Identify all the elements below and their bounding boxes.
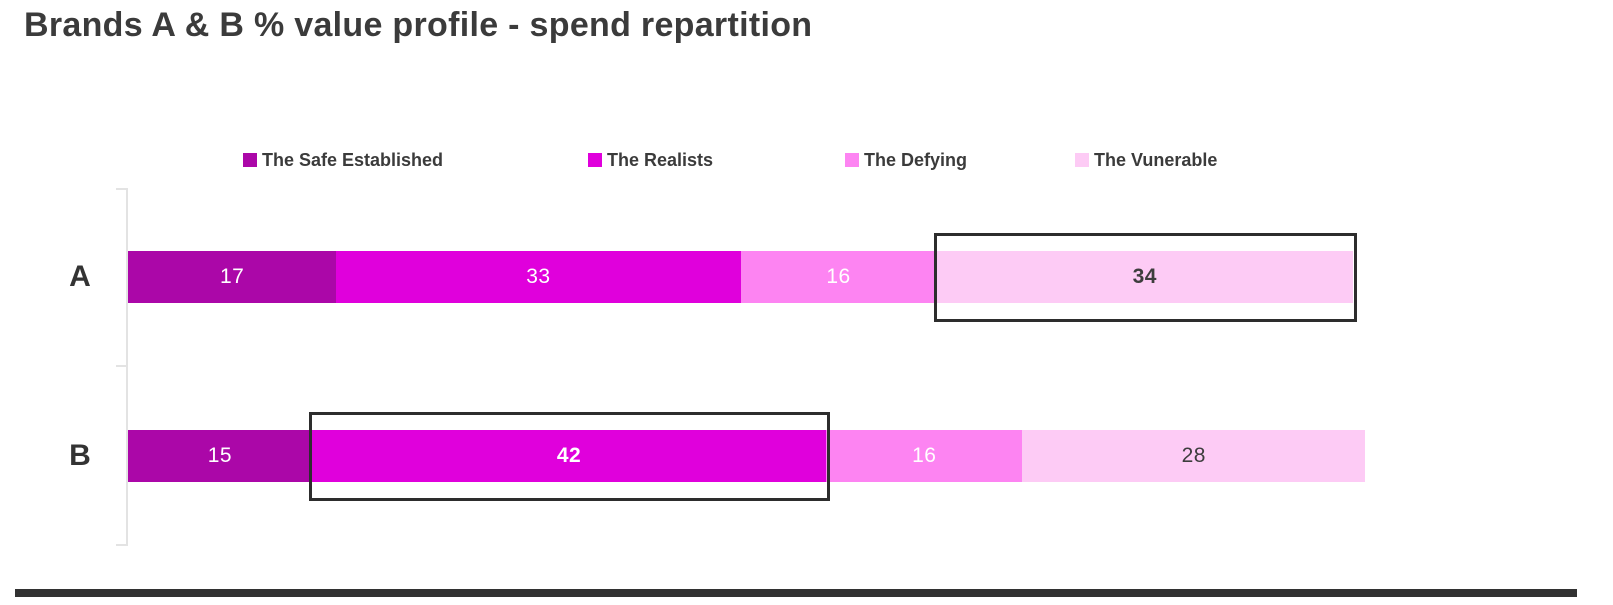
highlight-box-b-the-realists xyxy=(308,412,831,501)
bar-b-segment-the-safe-established: 15 xyxy=(128,430,312,482)
legend-label: The Safe Established xyxy=(262,149,444,170)
segment-value-label: 17 xyxy=(219,265,245,288)
bar-a-segment-the-defying: 16 xyxy=(740,251,937,303)
legend-label: The Realists xyxy=(607,149,714,170)
legend-item-the-safe-established: The Safe Established xyxy=(243,149,443,171)
bar-b-segment-the-defying: 16 xyxy=(826,430,1023,482)
bar-b-segment-the-vunerable: 28 xyxy=(1022,430,1366,482)
category-label-a: A xyxy=(69,260,91,293)
legend-swatch-icon xyxy=(588,153,602,167)
bar-a-segment-the-realists: 33 xyxy=(336,251,741,303)
bar-b-segment-the-realists: 42 xyxy=(311,430,827,482)
legend-item-the-defying: The Defying xyxy=(845,149,967,171)
legend-swatch-icon xyxy=(243,153,257,167)
axis-tick xyxy=(116,188,128,190)
legend-item-the-realists: The Realists xyxy=(588,149,713,171)
segment-value-label: 28 xyxy=(1181,444,1206,467)
bar-a-segment-the-vunerable: 34 xyxy=(936,251,1353,303)
legend-label: The Defying xyxy=(864,149,968,170)
bar-a-segment-the-safe-established: 17 xyxy=(128,251,337,303)
segment-value-label: 16 xyxy=(912,444,937,467)
highlight-box-a-the-vunerable xyxy=(933,233,1357,322)
chart-title: Brands A & B % value profile - spend rep… xyxy=(24,6,813,44)
segment-value-label: 34 xyxy=(1132,265,1157,288)
legend-swatch-icon xyxy=(1075,153,1089,167)
legend-swatch-icon xyxy=(845,153,859,167)
legend-item-the-vunerable: The Vunerable xyxy=(1075,149,1217,171)
segment-value-label: 15 xyxy=(207,444,233,467)
axis-tick xyxy=(116,544,128,546)
bottom-rule xyxy=(15,589,1577,597)
legend-label: The Vunerable xyxy=(1094,149,1218,170)
segment-value-label: 42 xyxy=(556,444,582,467)
axis-tick xyxy=(116,365,128,367)
segment-value-label: 33 xyxy=(526,265,551,288)
category-label-b: B xyxy=(69,439,91,472)
segment-value-label: 16 xyxy=(826,265,851,288)
